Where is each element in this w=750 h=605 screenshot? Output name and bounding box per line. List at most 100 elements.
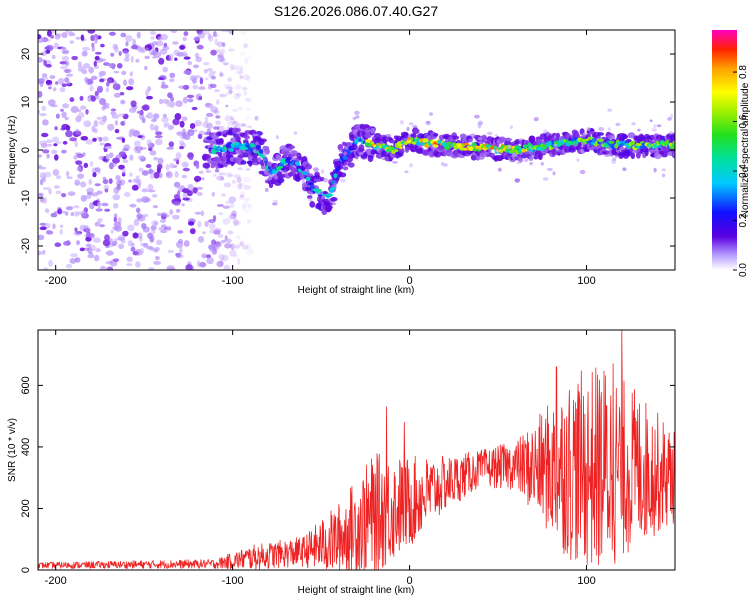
colorbar-tick-label: 0.6 [738, 114, 749, 128]
spectrogram-cell [104, 146, 113, 150]
spectrogram-cell [42, 149, 50, 154]
spectrogram-cell [108, 31, 116, 36]
spectrogram-cell [182, 167, 190, 172]
spectrogram-cell [149, 150, 157, 156]
spectrogram-cell [205, 112, 214, 117]
spectrogram-cell [248, 203, 253, 210]
spectrogram-cell [240, 123, 247, 127]
spectrogram-cell [156, 239, 163, 246]
spectrogram-cell [166, 266, 170, 270]
spectrogram-cell [38, 154, 42, 158]
spectrogram-cell [108, 152, 114, 158]
spectrogram-cell [524, 144, 528, 149]
spectrogram-cell [175, 252, 180, 257]
spectrogram-cell [60, 224, 64, 228]
spectrogram-cell [340, 178, 346, 183]
spectrogram-cell [63, 240, 71, 246]
spectrogram-cell [156, 163, 163, 170]
spectrogram-cell [225, 30, 230, 33]
spectrogram-cell [99, 224, 106, 228]
spectrogram-y-ticks: -20 -10 0 10 20 [20, 48, 675, 254]
snr-x-label: Height of straight line (km) [298, 585, 415, 596]
spectrogram-cell [94, 254, 100, 262]
spectrogram-cell [478, 120, 484, 126]
spectrogram-cell [174, 113, 182, 121]
spectrogram-cell [56, 175, 62, 180]
spectrogram-cell [209, 139, 214, 147]
spectrogram-cell [61, 111, 67, 119]
spectrogram-cell [219, 72, 223, 78]
spectrogram-cell [106, 266, 114, 270]
spectrogram-cell [97, 218, 103, 223]
spectrogram-cell [347, 162, 355, 168]
spectrogram-cell [579, 169, 586, 175]
spectrogram-cell [232, 219, 239, 227]
spectrogram-cell [309, 185, 315, 189]
spectrogram-cell [607, 108, 613, 112]
spectrogram-cell [179, 120, 185, 128]
spectrogram-cell [244, 135, 250, 140]
spectrogram-cell [293, 131, 298, 135]
spectrogram-cell [43, 267, 49, 270]
spectrogram-cell [383, 152, 388, 157]
spectrogram-cell [128, 179, 132, 183]
spectrogram-cell [230, 243, 235, 251]
spectrogram-cell [240, 52, 246, 56]
spectrogram-cell [224, 243, 232, 249]
spectrogram-cell [138, 214, 146, 222]
spectrogram-cell [54, 154, 59, 161]
spectrogram-cell [236, 220, 241, 225]
spectrogram-cell [170, 30, 178, 34]
spectrogram-cell [556, 148, 561, 153]
spectrogram-cell [214, 227, 222, 233]
spectrogram-cell [663, 150, 669, 157]
spectrogram-cell [228, 147, 234, 152]
spectrogram-cell [429, 112, 433, 116]
y-tick-label: 0 [20, 567, 32, 573]
spectrogram-cell [201, 253, 208, 259]
spectrogram-cell [219, 57, 226, 63]
spectrogram-cell [111, 114, 120, 119]
spectrogram-cell [149, 50, 153, 56]
spectrogram-cell [237, 167, 243, 171]
spectrogram-cell [59, 87, 66, 93]
spectrogram-cell [65, 170, 70, 177]
spectrogram-cell [131, 242, 135, 247]
spectrogram-cell [60, 66, 68, 70]
spectrogram-cell [222, 218, 231, 225]
spectrogram-cell [519, 137, 523, 142]
spectrogram-cell [77, 109, 82, 113]
spectrogram-cell [211, 191, 216, 197]
spectrogram-cell [150, 36, 155, 40]
spectrogram-cell [433, 133, 439, 137]
spectrogram-cell [358, 152, 364, 156]
spectrogram-cell [244, 203, 251, 208]
spectrogram-cell [136, 178, 142, 186]
spectrogram-cell [232, 65, 240, 71]
spectrogram-cell [507, 144, 513, 149]
spectrogram-cell [452, 135, 460, 140]
spectrogram-cell [222, 162, 228, 168]
spectrogram-cell [152, 205, 159, 209]
spectrogram-cell [228, 196, 237, 203]
spectrogram-cell [50, 104, 58, 108]
spectrogram-cell [160, 84, 169, 89]
spectrogram-cell [215, 115, 221, 119]
spectrogram-cell [602, 148, 607, 152]
spectrogram-cell [132, 232, 139, 239]
spectrogram-cell [211, 239, 217, 246]
spectrogram-cell [228, 30, 235, 35]
spectrogram-cell [57, 208, 63, 215]
spectrogram-cell [102, 239, 111, 247]
spectrogram-cell [40, 51, 47, 56]
spectrogram-cell [154, 124, 159, 132]
spectrogram-cell [232, 108, 239, 112]
spectrogram-cell [96, 221, 101, 227]
spectrogram-cell [217, 152, 223, 157]
spectrogram-cell [54, 34, 61, 40]
spectrogram-cell [463, 142, 470, 146]
spectrogram-cell [610, 135, 616, 141]
spectrogram-cell [162, 46, 170, 51]
spectrogram-cell [178, 85, 186, 89]
spectrogram-cell [145, 89, 149, 97]
